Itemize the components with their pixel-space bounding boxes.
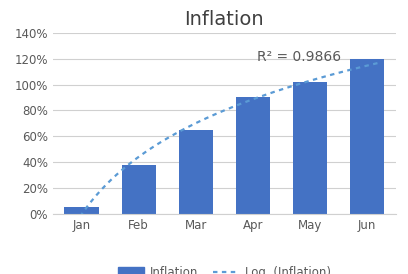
Title: Inflation: Inflation	[184, 10, 264, 28]
Text: R² = 0.9866: R² = 0.9866	[257, 50, 341, 64]
Bar	[122, 165, 156, 214]
Legend: Inflation, Log. (Inflation): Inflation, Log. (Inflation)	[113, 261, 335, 274]
Bar	[179, 130, 213, 214]
Bar	[64, 207, 99, 214]
Bar	[236, 98, 270, 214]
Bar	[350, 59, 384, 214]
Bar	[293, 82, 327, 214]
